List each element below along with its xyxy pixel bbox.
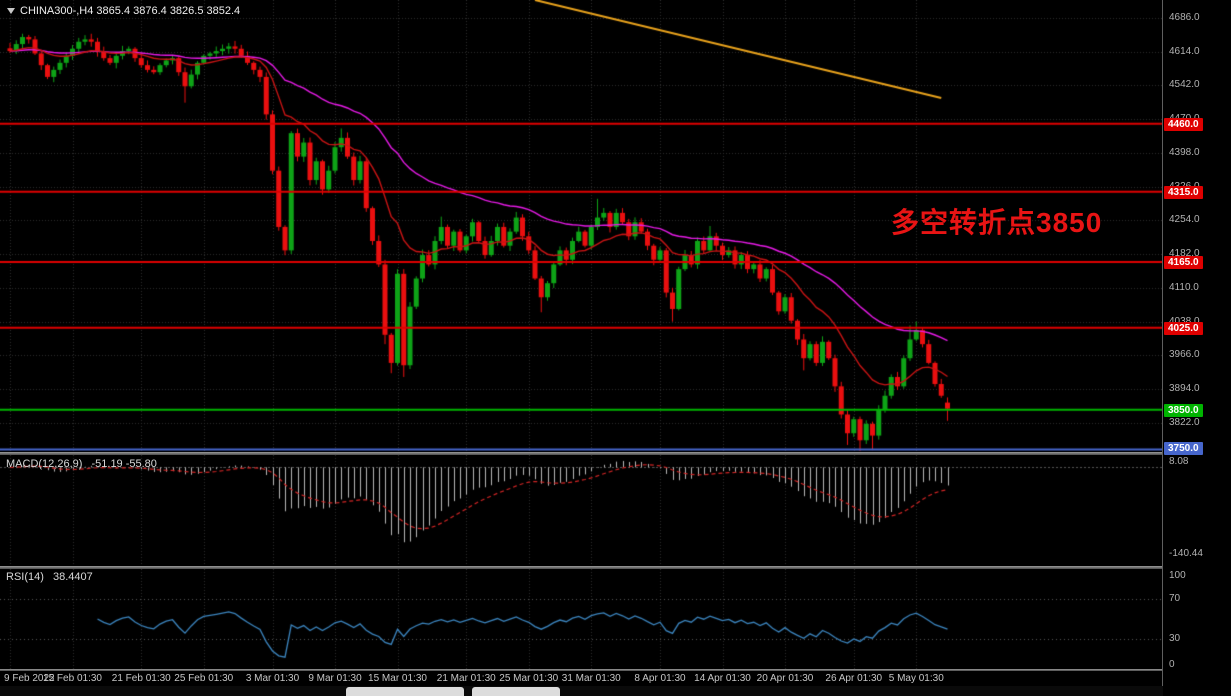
y-axis-tick-label: 4182.0 — [1169, 248, 1200, 260]
y-axis-tick-label: 4398.0 — [1169, 146, 1200, 158]
x-axis-label: 3 Mar 01:30 — [245, 673, 300, 684]
macd-values: -51.19 -55.80 — [91, 458, 157, 470]
y-axis-tick-label: 3894.0 — [1169, 383, 1200, 395]
y-axis-tick-label: 4254.0 — [1169, 214, 1200, 226]
price-level-badge: 4315.0 — [1164, 185, 1203, 199]
y-axis-tick-label: 4614.0 — [1169, 45, 1200, 57]
rsi-panel-canvas[interactable] — [0, 569, 1162, 669]
macd-scale-label: 8.08 — [1169, 456, 1189, 468]
price-axis[interactable]: 4686.04614.04542.04470.04398.04326.04254… — [1163, 0, 1231, 696]
time-axis[interactable]: 9 Feb 2022 15 Feb 01:30 21 Feb 01:30 25 Feb… — [0, 671, 1162, 686]
y-axis-tick-label: 3822.0 — [1169, 416, 1200, 428]
price-level-badge: 4460.0 — [1164, 117, 1203, 131]
rsi-indicator-label: RSI(14) 38.4407 — [6, 571, 93, 583]
symbol-ohlc-text: CHINA300-,H4 3865.4 3876.4 3826.5 3852.4 — [20, 5, 241, 17]
x-axis-label: 15 Mar 01:30 — [368, 673, 427, 684]
rsi-scale-label: 0 — [1169, 659, 1175, 670]
x-axis-label: 31 Mar 01:30 — [561, 673, 621, 684]
annotation-text: 多空转折点3850 — [891, 207, 1103, 238]
x-axis-label: 9 Feb 2022 — [4, 673, 55, 684]
rsi-scale-label: 30 — [1169, 633, 1181, 644]
symbol-header: CHINA300-,H4 3865.4 3876.4 3826.5 3852.4 — [7, 5, 240, 17]
macd-name: MACD(12,26,9) — [6, 458, 83, 470]
macd-indicator-label: MACD(12,26,9) -51.19 -55.80 — [6, 458, 157, 470]
x-axis-label: 21 Feb 01:30 — [111, 673, 171, 684]
panel-separator[interactable] — [0, 452, 1231, 455]
price-axis-divider — [1162, 0, 1163, 686]
price-chart-canvas[interactable] — [0, 0, 1162, 452]
panel-separator[interactable] — [0, 566, 1231, 569]
x-axis-label: 14 Apr 01:30 — [694, 673, 751, 684]
y-axis-tick-label: 4038.0 — [1169, 316, 1200, 328]
macd-panel-canvas[interactable] — [0, 455, 1162, 566]
x-axis-label: 25 Feb 01:30 — [174, 673, 234, 684]
x-axis-label: 15 Feb 01:30 — [43, 673, 102, 684]
chart-symbol-icon — [7, 8, 15, 14]
rsi-value: 38.4407 — [52, 571, 93, 583]
y-axis-tick-label: 4686.0 — [1169, 11, 1200, 23]
panel-separator — [0, 669, 1231, 671]
y-axis-tick-label: 3966.0 — [1169, 349, 1200, 361]
x-axis-label: 9 Mar 01:30 — [308, 673, 362, 684]
price-level-badge: 3850.0 — [1164, 403, 1203, 417]
x-axis-label: 8 Apr 01:30 — [634, 673, 686, 684]
x-axis-label: 20 Apr 01:30 — [756, 673, 814, 684]
macd-scale-label: -140.44 — [1169, 547, 1203, 559]
bottom-tab[interactable] — [346, 687, 464, 696]
x-axis-label: 25 Mar 01:30 — [499, 673, 559, 684]
x-axis-label: 26 Apr 01:30 — [825, 673, 883, 684]
bottom-tab-strip — [0, 686, 1231, 696]
price-level-badge: 4165.0 — [1164, 256, 1203, 270]
rsi-scale-label: 70 — [1169, 593, 1181, 604]
price-level-badge: 4025.0 — [1164, 321, 1203, 335]
x-axis-label: 21 Mar 01:30 — [436, 673, 496, 684]
bottom-tab[interactable] — [472, 687, 560, 696]
rsi-scale-label: 100 — [1169, 570, 1186, 581]
price-level-badge: 3750.0 — [1164, 442, 1203, 455]
y-axis-tick-label: 4110.0 — [1169, 281, 1199, 293]
y-axis-tick-label: 4542.0 — [1169, 79, 1200, 91]
rsi-name: RSI(14) — [6, 571, 44, 583]
x-axis-label: 5 May 01:30 — [888, 673, 944, 684]
